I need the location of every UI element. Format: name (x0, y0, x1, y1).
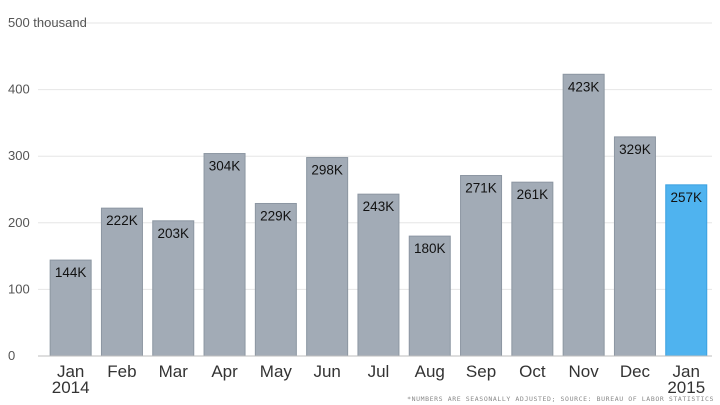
bar (613, 136, 656, 357)
x-tick-label: Feb (107, 362, 136, 381)
x-tick-label: Jan 2014 (52, 362, 90, 397)
y-tick-label: 100 (8, 281, 30, 296)
x-tick-label: May (260, 362, 293, 381)
bar (357, 193, 400, 357)
x-axis-category-labels: Jan 2014 Feb Mar Apr May Jun Jul Aug Sep Oct Nov Dec… (52, 362, 705, 397)
bar-data-label: 222K (106, 213, 138, 228)
bar (511, 181, 554, 357)
bar-data-label: 271K (465, 181, 497, 196)
x-tick-label: Mar (159, 362, 189, 381)
x-tick-label: Dec (620, 362, 651, 381)
bar-data-label: 329K (619, 142, 651, 157)
x-tick-label: Nov (569, 362, 600, 381)
x-tick-label: Apr (211, 362, 238, 381)
bar (408, 235, 451, 357)
x-tick-label: Jun (313, 362, 340, 381)
bar (306, 157, 349, 357)
y-tick-label: 500 thousand (8, 15, 87, 30)
x-tick-label: Aug (415, 362, 445, 381)
x-tick-label: Sep (466, 362, 496, 381)
bar (562, 73, 605, 357)
bar-data-label: 304K (209, 159, 241, 174)
bar-data-label: 229K (260, 208, 292, 223)
y-axis-tick-labels: 0 100 200 300 400 500 thousand (8, 15, 87, 363)
bar (665, 184, 708, 357)
x-tick-label: Jan 2015 (667, 362, 705, 397)
bar (152, 220, 195, 357)
bar (100, 207, 143, 357)
x-tick-label: Jul (368, 362, 390, 381)
y-tick-label: 200 (8, 215, 30, 230)
bar-data-label: 144K (55, 265, 87, 280)
bar-data-label: 423K (568, 79, 600, 94)
x-tick-label: Oct (519, 362, 546, 381)
bar (254, 202, 297, 357)
y-tick-label: 300 (8, 148, 30, 163)
bar-data-label: 243K (363, 199, 395, 214)
bar-data-labels: 144K 222K 203K 304K 229K 298K 243K 180K 271K 261K… (55, 79, 702, 280)
y-tick-label: 400 (8, 82, 30, 97)
bar-data-label: 203K (157, 226, 189, 241)
y-tick-label: 0 (8, 348, 15, 363)
bar (49, 259, 92, 357)
bars (49, 73, 708, 357)
bar-data-label: 257K (670, 190, 702, 205)
bar-data-label: 261K (517, 187, 549, 202)
bar-data-label: 298K (311, 163, 343, 178)
bar (203, 153, 246, 357)
bar-data-label: 180K (414, 241, 446, 256)
bar (460, 175, 503, 357)
source-footnote: *NUMBERS ARE SEASONALLY ADJUSTED; SOURCE… (407, 395, 714, 403)
